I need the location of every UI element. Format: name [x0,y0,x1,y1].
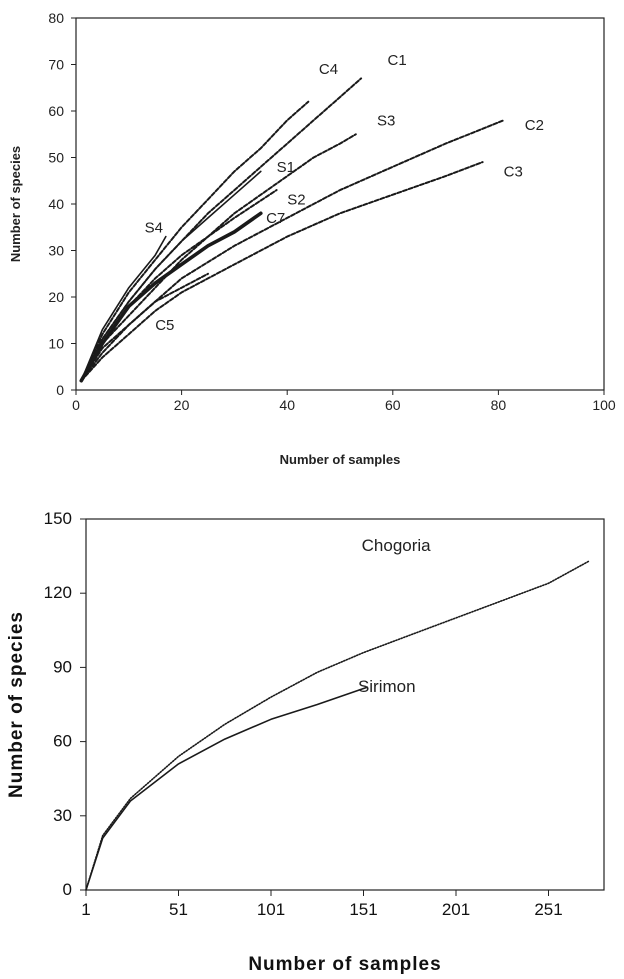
y-tick-label: 20 [48,289,64,305]
series-line-c1 [80,77,363,382]
plot-area-frame [75,17,605,391]
species-accumulation-chart-2: 1 51 101 151 201 251 0 30 60 90 120 150 Number of sa… [0,495,624,979]
y-tick-label: 40 [48,196,64,212]
x-tick-label: 20 [174,397,190,413]
x-tick-label: 0 [72,397,80,413]
x-tick-label: 101 [257,900,285,919]
y-tick-label: 60 [48,103,64,119]
y-axis-label: Number of species [8,146,23,262]
series-line-chogoria [85,560,591,891]
x-tick-label: 201 [442,900,470,919]
series-line-c7 [79,211,263,383]
y-tick-label: 80 [48,10,64,26]
series-line-s2 [80,189,278,382]
series-line-s1 [80,170,262,382]
series-label-c1: C1 [388,52,407,69]
y-tick-label: 10 [48,336,64,352]
y-axis-label: Number of species [6,611,27,798]
y-tick-label: 30 [48,243,64,259]
series-line-s3 [80,133,357,382]
series-label-sirimon: Sirimon [358,677,416,696]
series-label-s2: S2 [287,191,305,208]
y-tick-label: 120 [44,583,72,602]
series-line-sirimon [85,686,369,891]
series-label-s1: S1 [277,159,295,176]
series-label-s3: S3 [377,112,395,129]
y-tick-label: 50 [48,150,64,166]
x-tick-label: 251 [534,900,562,919]
x-tick-label: 60 [385,397,401,413]
plot-area-frame [85,518,605,891]
x-tick-label: 80 [491,397,507,413]
x-tick-label: 1 [81,900,90,919]
chart-1-canvas: 0 20 40 60 80 100 0 10 20 30 40 50 60 70 80 Number of s… [8,10,616,467]
series-line-c3 [80,161,484,382]
series-label-c4: C4 [319,61,338,78]
series-label-c2: C2 [525,117,544,134]
x-tick-label: 100 [592,397,616,413]
series-label-c5: C5 [155,317,174,334]
x-tick-label: 151 [349,900,377,919]
y-tick-label: 60 [53,732,72,751]
series-line-s4 [80,235,167,382]
x-axis-label: Number of samples [248,954,441,975]
series-line-c5 [80,272,209,382]
y-tick-label: 0 [63,880,72,899]
series-line-c2 [80,119,505,382]
y-tick-label: 30 [53,806,72,825]
series-label-s4: S4 [145,219,163,236]
series-label-c7: C7 [266,210,285,227]
y-tick-label: 90 [53,657,72,676]
y-tick-label: 0 [56,382,64,398]
series-label-chogoria: Chogoria [362,536,432,555]
x-tick-label: 51 [169,900,188,919]
x-tick-label: 40 [279,397,295,413]
series-line-c4 [80,100,310,382]
series-label-c3: C3 [504,163,523,180]
species-accumulation-chart-1: 0 20 40 60 80 100 0 10 20 30 40 50 60 70 80 Number of s… [0,0,624,480]
x-axis-label: Number of samples [280,452,401,467]
y-tick-label: 150 [44,509,72,528]
y-tick-label: 70 [48,57,64,73]
